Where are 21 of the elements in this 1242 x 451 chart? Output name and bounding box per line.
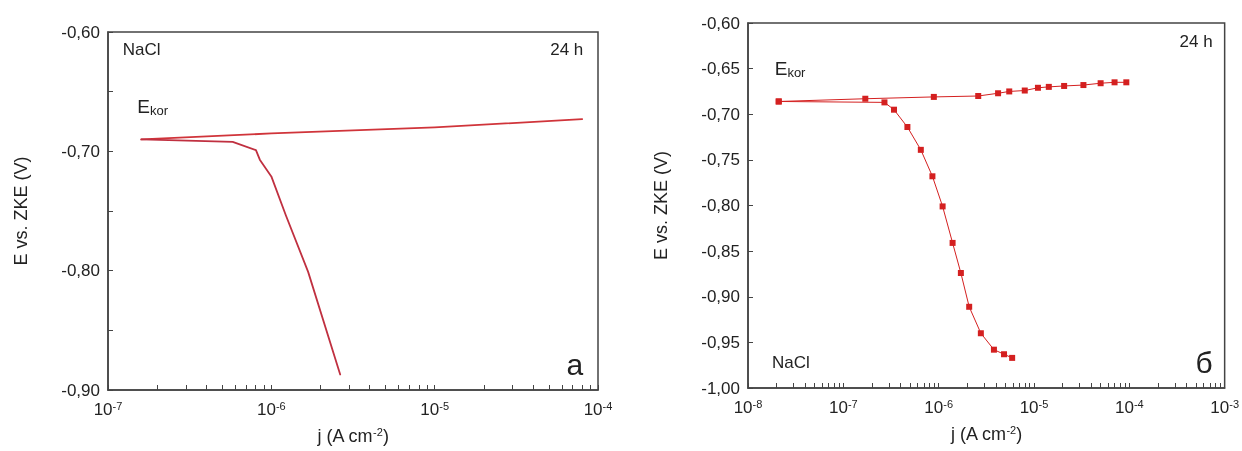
y-tick-label: -0,85 xyxy=(701,241,740,261)
y-axis-title: E vs. ZKE (V) xyxy=(651,150,671,261)
annotation: 24 h xyxy=(550,40,584,60)
y-tick-label: -0,80 xyxy=(701,196,740,215)
y-tick-label: -0,80 xyxy=(61,261,100,281)
annotation: NaCl xyxy=(122,40,161,60)
y-axis-title: E vs. ZKE (V) xyxy=(11,156,31,266)
y-tick-label: -0,70 xyxy=(61,141,100,161)
y-tick-label: -0,90 xyxy=(701,287,740,307)
y-tick-label: -0,75 xyxy=(701,150,740,170)
y-tick-label: -0,65 xyxy=(701,59,740,79)
y-tick-label: -1,00 xyxy=(701,378,740,398)
y-tick-label: -0,90 xyxy=(61,380,100,400)
y-tick-label: -0,60 xyxy=(701,13,740,33)
annotation: 24 h xyxy=(1179,31,1213,51)
y-tick-label: -0,70 xyxy=(701,104,740,124)
annotation: NaCl xyxy=(771,352,810,372)
y-tick-label: -0,95 xyxy=(701,332,740,352)
annotation: б xyxy=(1195,345,1213,379)
annotation: a xyxy=(566,348,584,382)
y-tick-label: -0,60 xyxy=(61,22,100,42)
